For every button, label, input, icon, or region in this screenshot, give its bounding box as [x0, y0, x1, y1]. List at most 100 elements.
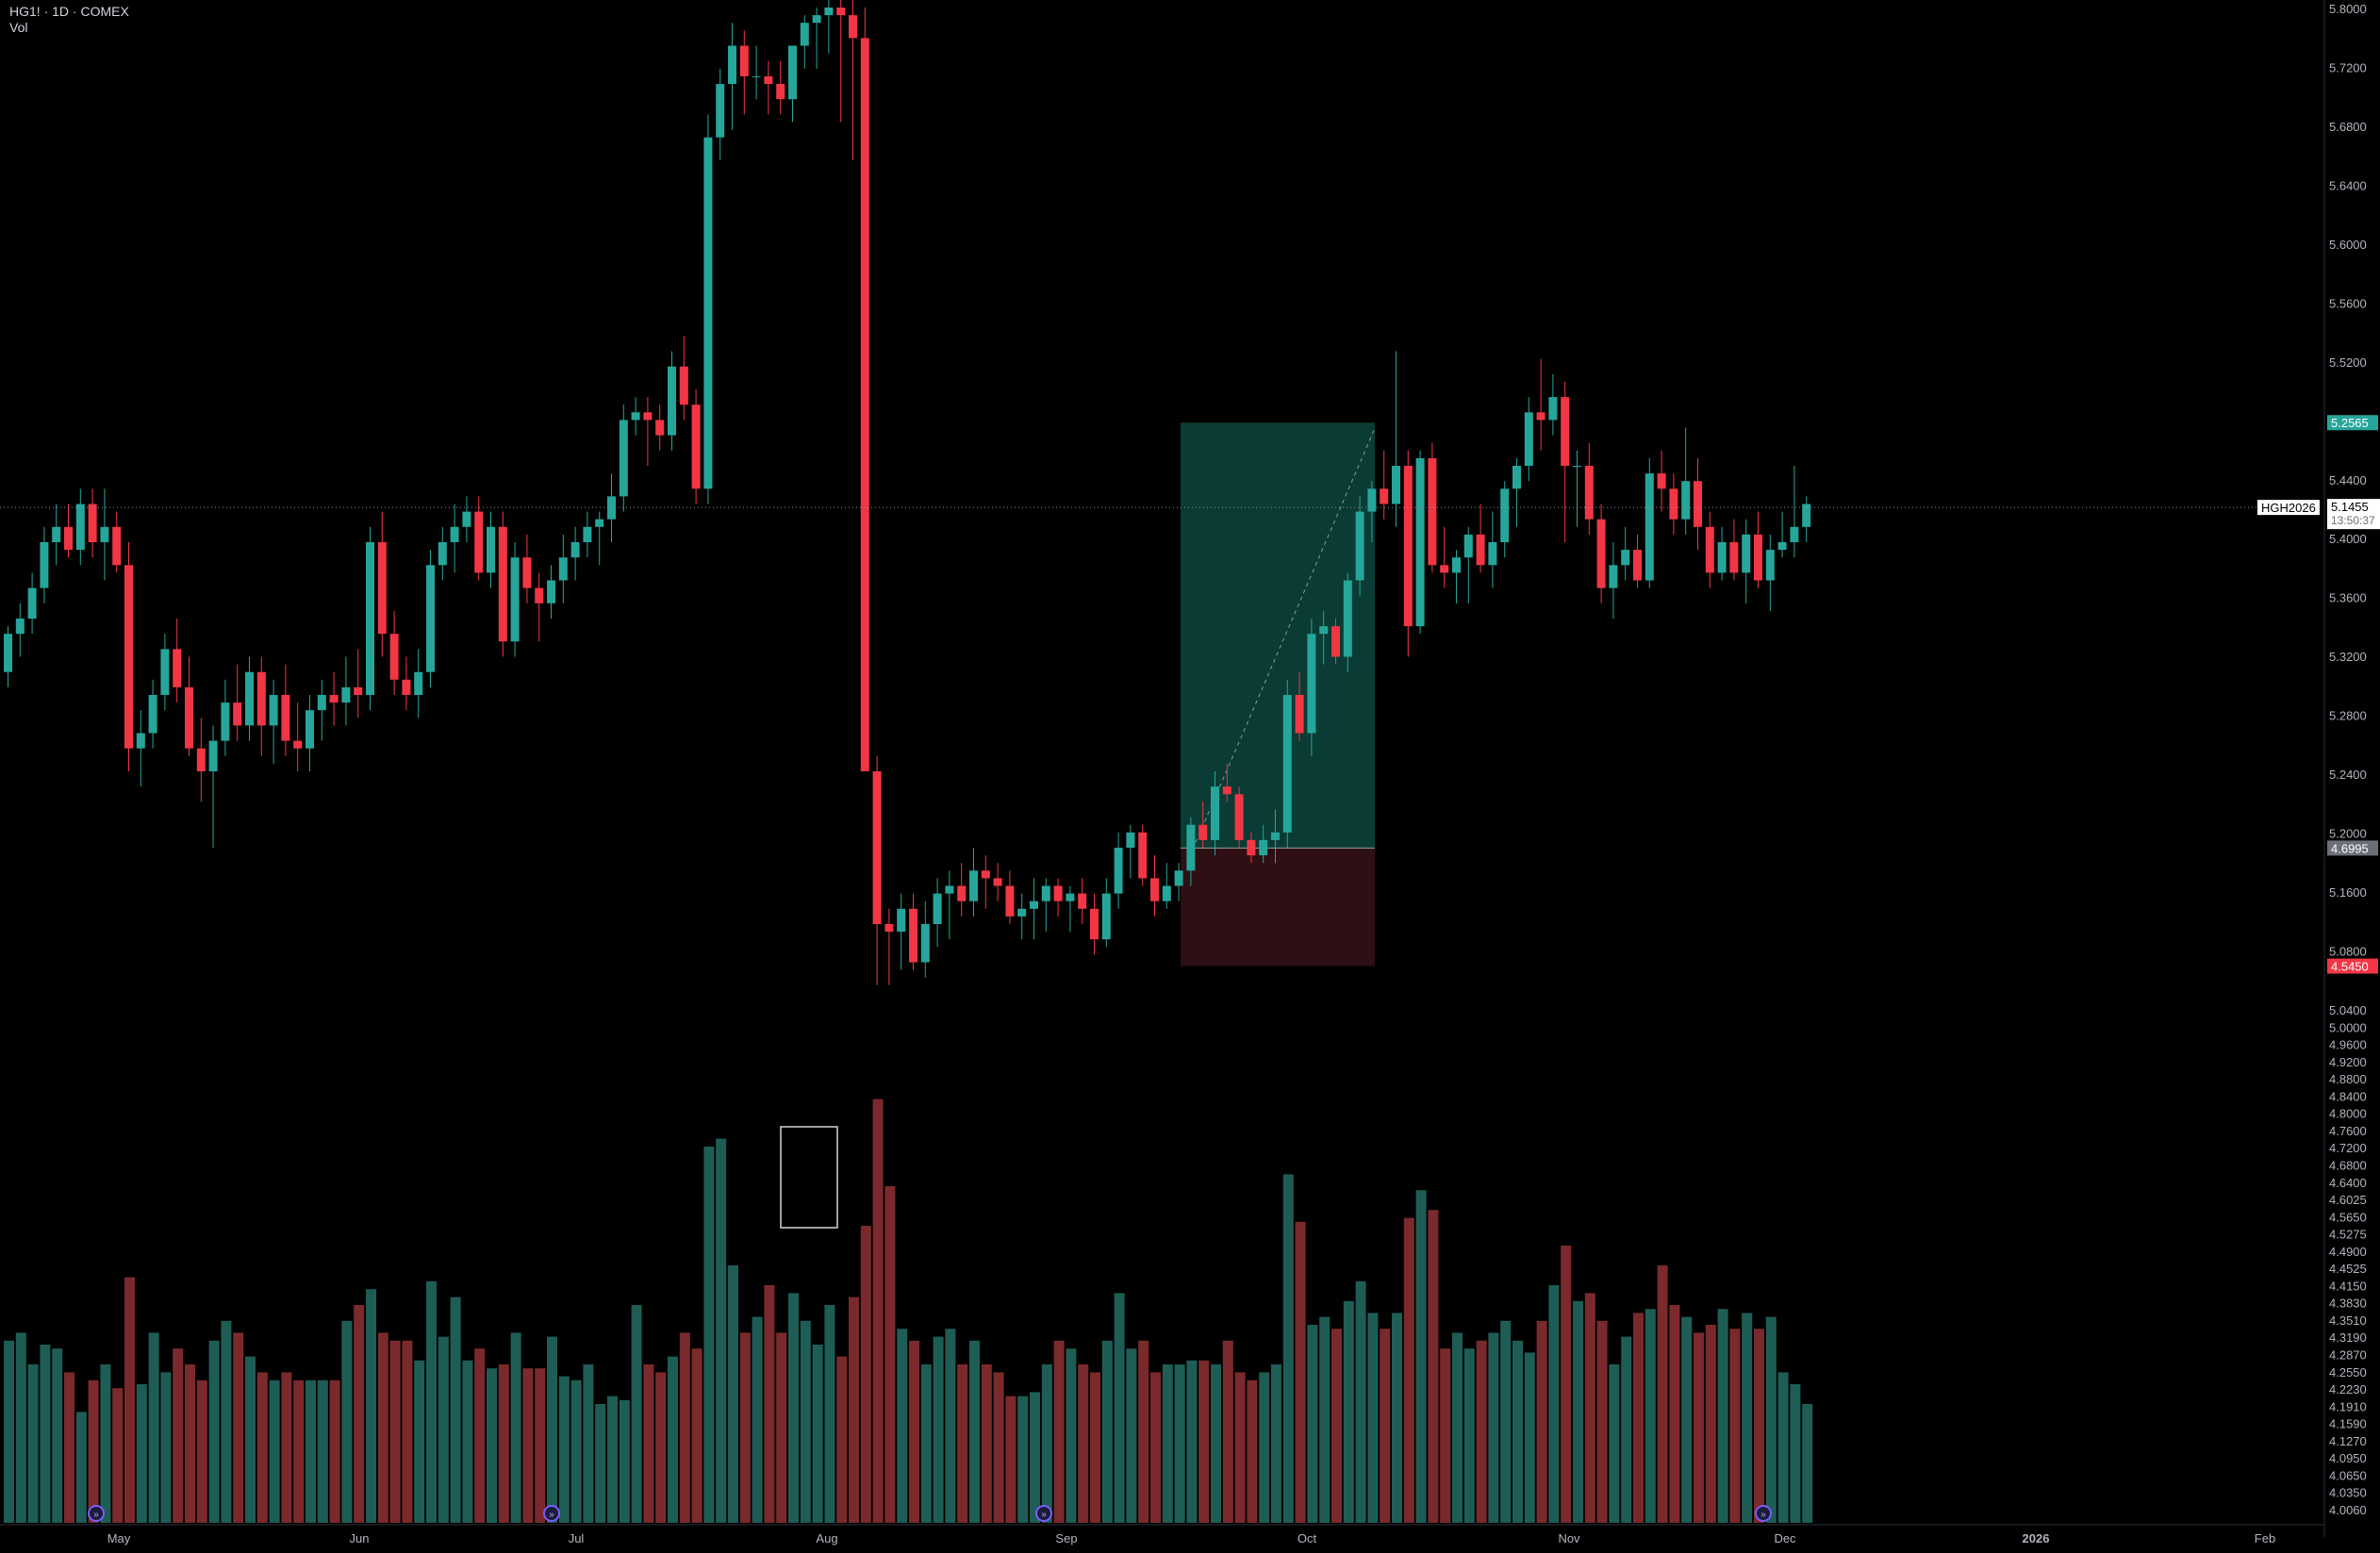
candle — [728, 23, 736, 130]
target-price-badge: 5.2565 — [2327, 415, 2378, 431]
candle-body — [1101, 893, 1111, 940]
candle — [691, 389, 701, 504]
candle-body — [1596, 519, 1606, 588]
candle — [1030, 878, 1038, 940]
volume-bar — [354, 1305, 365, 1523]
event-marker-circle — [88, 1505, 105, 1522]
candle — [389, 610, 399, 695]
volume-bar — [1777, 1372, 1789, 1523]
chart-legend: HG1! · 1D · COMEX Vol — [9, 4, 129, 36]
volume-bar — [824, 1305, 835, 1523]
candle-body — [752, 75, 761, 77]
candle — [909, 893, 917, 970]
volume-bar — [1476, 1340, 1487, 1523]
time-tick-label: Nov — [1558, 1531, 1580, 1545]
candle-body — [185, 686, 193, 749]
candle-body — [703, 137, 713, 489]
volume-bar — [438, 1336, 449, 1523]
volume-bar — [607, 1396, 618, 1523]
symbol-legend[interactable]: HG1! · 1D · COMEX — [9, 4, 129, 19]
candle — [233, 664, 242, 741]
candle-body — [1500, 488, 1510, 542]
price-tick-label: 5.2800 — [2329, 709, 2367, 723]
candle-body — [764, 75, 773, 84]
candle-body — [1621, 550, 1630, 566]
volume-bar — [402, 1340, 413, 1523]
candle — [293, 702, 303, 771]
volume-bar — [1802, 1404, 1813, 1523]
candle — [148, 679, 157, 749]
candle-body — [450, 526, 459, 542]
candle — [1440, 526, 1449, 588]
candle — [739, 30, 749, 115]
candle — [1078, 878, 1087, 924]
long-position-tool[interactable] — [1181, 422, 1376, 966]
candle — [317, 679, 326, 741]
candle-body — [1561, 397, 1570, 466]
candle-body — [317, 695, 326, 711]
stop-price-badge: 4.5450 — [2327, 958, 2378, 974]
volume-bar — [1101, 1340, 1113, 1523]
candle-body — [981, 870, 990, 879]
candle-body — [1078, 893, 1087, 909]
candle-body — [124, 565, 133, 749]
price-tick-label: 4.2230 — [2329, 1382, 2367, 1396]
volume-bar — [836, 1356, 848, 1523]
candle-body — [306, 710, 314, 749]
candle-body — [1742, 534, 1751, 573]
candle — [402, 656, 411, 711]
volume-bar — [1066, 1348, 1077, 1523]
volume-bar — [993, 1372, 1004, 1523]
candle-body — [1777, 542, 1787, 551]
candle-body — [739, 45, 749, 76]
time-axis[interactable]: May Jun Jul Aug Sep Oct Nov Dec 2026 Feb — [0, 1524, 2324, 1545]
time-tick-label: Jul — [569, 1531, 585, 1545]
volume-bar — [1017, 1396, 1029, 1523]
volume-legend[interactable]: Vol — [9, 20, 28, 35]
volume-bar — [535, 1368, 546, 1523]
candle-body — [1174, 870, 1183, 886]
candle — [196, 718, 206, 802]
event-marker-circle — [1035, 1505, 1052, 1522]
volume-bar — [1041, 1364, 1052, 1523]
volume-bar — [1078, 1364, 1089, 1523]
candle — [1561, 381, 1570, 542]
candle-body — [836, 8, 846, 16]
price-tick-label: 4.1910 — [2329, 1399, 2367, 1413]
candle-body — [426, 565, 435, 672]
volume-bar — [643, 1364, 654, 1523]
volume-bar — [306, 1380, 316, 1523]
candle — [1259, 824, 1268, 864]
candle — [1452, 550, 1461, 603]
volume-bar — [703, 1147, 715, 1523]
candle — [1380, 450, 1389, 520]
volume-bar — [957, 1364, 968, 1523]
candle — [969, 848, 978, 917]
volume-bar — [1452, 1332, 1463, 1523]
event-marker-circle — [543, 1505, 560, 1522]
candle-body — [1030, 900, 1038, 909]
candle-body — [88, 504, 97, 542]
candle-body — [1198, 824, 1208, 840]
price-tick-label: 4.6400 — [2329, 1176, 2367, 1190]
price-tick-label: 4.0950 — [2329, 1451, 2367, 1465]
volume-bar — [1536, 1320, 1547, 1523]
volume-bar — [1138, 1340, 1149, 1523]
candle-body — [1259, 839, 1268, 856]
volume-bar — [1150, 1372, 1161, 1523]
candle — [27, 572, 37, 635]
volume-bar — [112, 1388, 124, 1523]
candle-body — [1548, 397, 1558, 421]
volume-bar — [619, 1399, 630, 1523]
candle-body — [1295, 695, 1304, 734]
candle-body — [1476, 534, 1485, 566]
price-axis[interactable]: 5.8000 5.7200 5.6800 5.6400 5.6000 5.5600 5.52… — [2257, 0, 2380, 1537]
candle — [1488, 511, 1497, 588]
volume-bar — [293, 1380, 305, 1523]
candle — [1090, 893, 1099, 955]
volume-bar — [100, 1364, 111, 1523]
candle-body — [354, 686, 363, 695]
volume-bar — [1609, 1364, 1620, 1523]
